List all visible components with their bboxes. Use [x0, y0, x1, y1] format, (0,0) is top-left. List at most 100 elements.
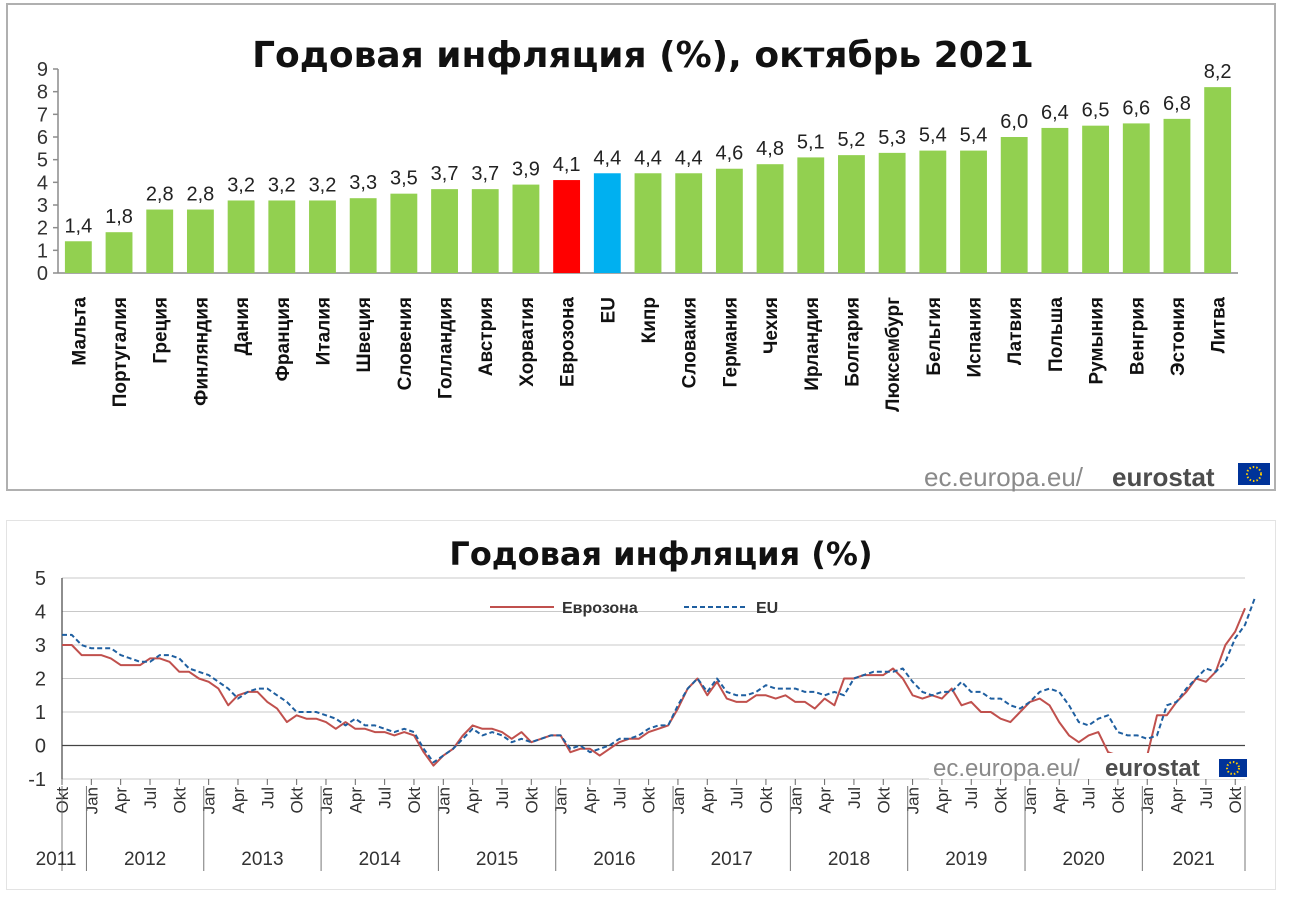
x-month-label: Okt: [1109, 787, 1128, 814]
x-month-label: Okt: [640, 787, 659, 814]
x-month-label: Jan: [82, 787, 101, 814]
bar-value-label: 4,4: [634, 147, 662, 169]
x-month-label: Jul: [376, 787, 395, 809]
bar-y-tick-label: 7: [37, 104, 48, 126]
series-line-eurozone: [62, 607, 1246, 767]
x-month-label: Apr: [1050, 787, 1069, 814]
bar-category-label: Латвия: [1005, 297, 1026, 365]
x-month-label: Jan: [317, 787, 336, 814]
x-year-label: 2014: [359, 849, 402, 870]
bar-6: [309, 200, 336, 273]
bar-y-tick-label: 4: [37, 172, 48, 194]
bar-category-label: Бельгия: [924, 297, 945, 376]
x-month-label: Jul: [1080, 787, 1099, 809]
x-month-label: Apr: [1168, 787, 1187, 814]
x-year-label: 2018: [828, 849, 870, 870]
bar-26: [1122, 123, 1150, 274]
eu-flag-icon: [1238, 463, 1270, 485]
x-month-label: Okt: [992, 787, 1011, 814]
bar-value-label: 3,2: [268, 174, 296, 196]
line-y-tick-label: 5: [35, 568, 46, 590]
bar-4: [227, 200, 255, 273]
x-year-label: 2016: [593, 849, 635, 870]
bar-category-label: Польша: [1046, 297, 1067, 372]
line-y-tick-label: 3: [35, 635, 46, 657]
legend-label-eurozone: Еврозона: [562, 600, 638, 617]
bar-category-label: Португалия: [110, 297, 131, 407]
bar-y-tick-label: 5: [37, 150, 48, 172]
bar-category-label: Эстония: [1168, 297, 1189, 376]
x-year-label: 2020: [1063, 849, 1105, 870]
watermark-brand: eurostat: [1112, 462, 1215, 492]
bar-value-label: 5,4: [919, 125, 947, 147]
x-month-label: Jul: [141, 787, 160, 809]
bar-value-label: 5,3: [878, 127, 906, 149]
series-line-eu: [62, 597, 1256, 764]
line-chart-grid: [62, 577, 1245, 780]
bar-value-label: 5,2: [838, 129, 866, 151]
x-month-label: Okt: [170, 787, 189, 814]
line-y-tick-label: 1: [35, 702, 46, 724]
x-month-label: Apr: [112, 787, 131, 814]
bar-20: [878, 152, 906, 273]
eurostat-watermark-bottom: ec.europa.eu/ eurostat: [929, 753, 1247, 782]
bar-3: [186, 209, 214, 273]
bar-value-label: 3,5: [390, 168, 418, 190]
bar-category-label: Ирландия: [802, 297, 823, 391]
bar-value-label: 6,0: [1000, 111, 1028, 133]
bar-category-label: Голландия: [436, 297, 457, 399]
bar-8: [390, 193, 418, 273]
bar-21: [919, 150, 947, 273]
bar-value-label: 4,6: [715, 143, 743, 165]
x-year-label: 2012: [124, 849, 166, 870]
bar-category-label: Болгария: [842, 297, 863, 387]
line-y-tick-label: 4: [35, 602, 46, 624]
bar-category-label: Румыния: [1087, 297, 1108, 385]
bar-value-label: 5,1: [797, 131, 825, 153]
line-chart-series: [62, 597, 1256, 767]
x-year-label: 2011: [36, 849, 77, 870]
x-month-label: Okt: [288, 787, 307, 814]
bar-category-label: Финляндия: [191, 297, 212, 406]
watermark-brand: eurostat: [1105, 755, 1200, 782]
x-year-label: 2019: [945, 849, 987, 870]
bar-category-label: Швеция: [354, 297, 375, 373]
bar-category-label: Словакия: [680, 297, 701, 388]
x-month-label: Jan: [552, 787, 571, 814]
bar-value-label: 6,8: [1163, 93, 1191, 115]
bar-value-label: 2,8: [187, 184, 215, 206]
bar-category-label: Испания: [965, 297, 986, 378]
bar-17: [756, 164, 784, 273]
line-chart-panel: Годовая инфляция (%) -1 0 1 2 3 4 5 Okt Jan Apr J…: [6, 520, 1276, 890]
x-month-label: Okt: [1226, 787, 1245, 814]
x-month-label: Apr: [816, 787, 835, 814]
x-month-label: Apr: [933, 787, 952, 814]
line-chart-x-axis: Okt Jan Apr Jul Okt Jan Apr Jul Okt Jan Apr Jul Okt J…: [36, 779, 1246, 871]
bar-category-label: Италия: [313, 297, 334, 365]
bar-category-label: Чехия: [761, 297, 782, 354]
x-month-label: Okt: [522, 787, 541, 814]
bar-y-tick-label: 8: [37, 82, 48, 104]
x-month-label: Jan: [786, 787, 805, 814]
bar-category-label: Венгрия: [1127, 297, 1148, 375]
bar-value-label: 1,8: [105, 206, 133, 228]
bar-category-label: Германия: [720, 297, 741, 387]
x-month-label: Okt: [405, 787, 424, 814]
bar-12: [553, 180, 581, 273]
bar-28: [1204, 87, 1232, 273]
x-month-label: Apr: [464, 787, 483, 814]
bar-y-tick-label: 3: [37, 195, 48, 217]
bar-16: [715, 168, 743, 273]
line-y-tick-label: 0: [35, 736, 46, 758]
x-month-label: Jul: [728, 787, 747, 809]
x-year-label: 2013: [241, 849, 283, 870]
bar-value-label: 1,4: [64, 215, 92, 237]
bar-22: [960, 150, 987, 273]
bar-value-label: 6,6: [1122, 97, 1150, 119]
x-month-label: Jul: [845, 787, 864, 809]
bar-y-tick-label: 6: [37, 127, 48, 149]
x-month-label: Jan: [904, 787, 923, 814]
x-month-label: Apr: [698, 787, 717, 814]
